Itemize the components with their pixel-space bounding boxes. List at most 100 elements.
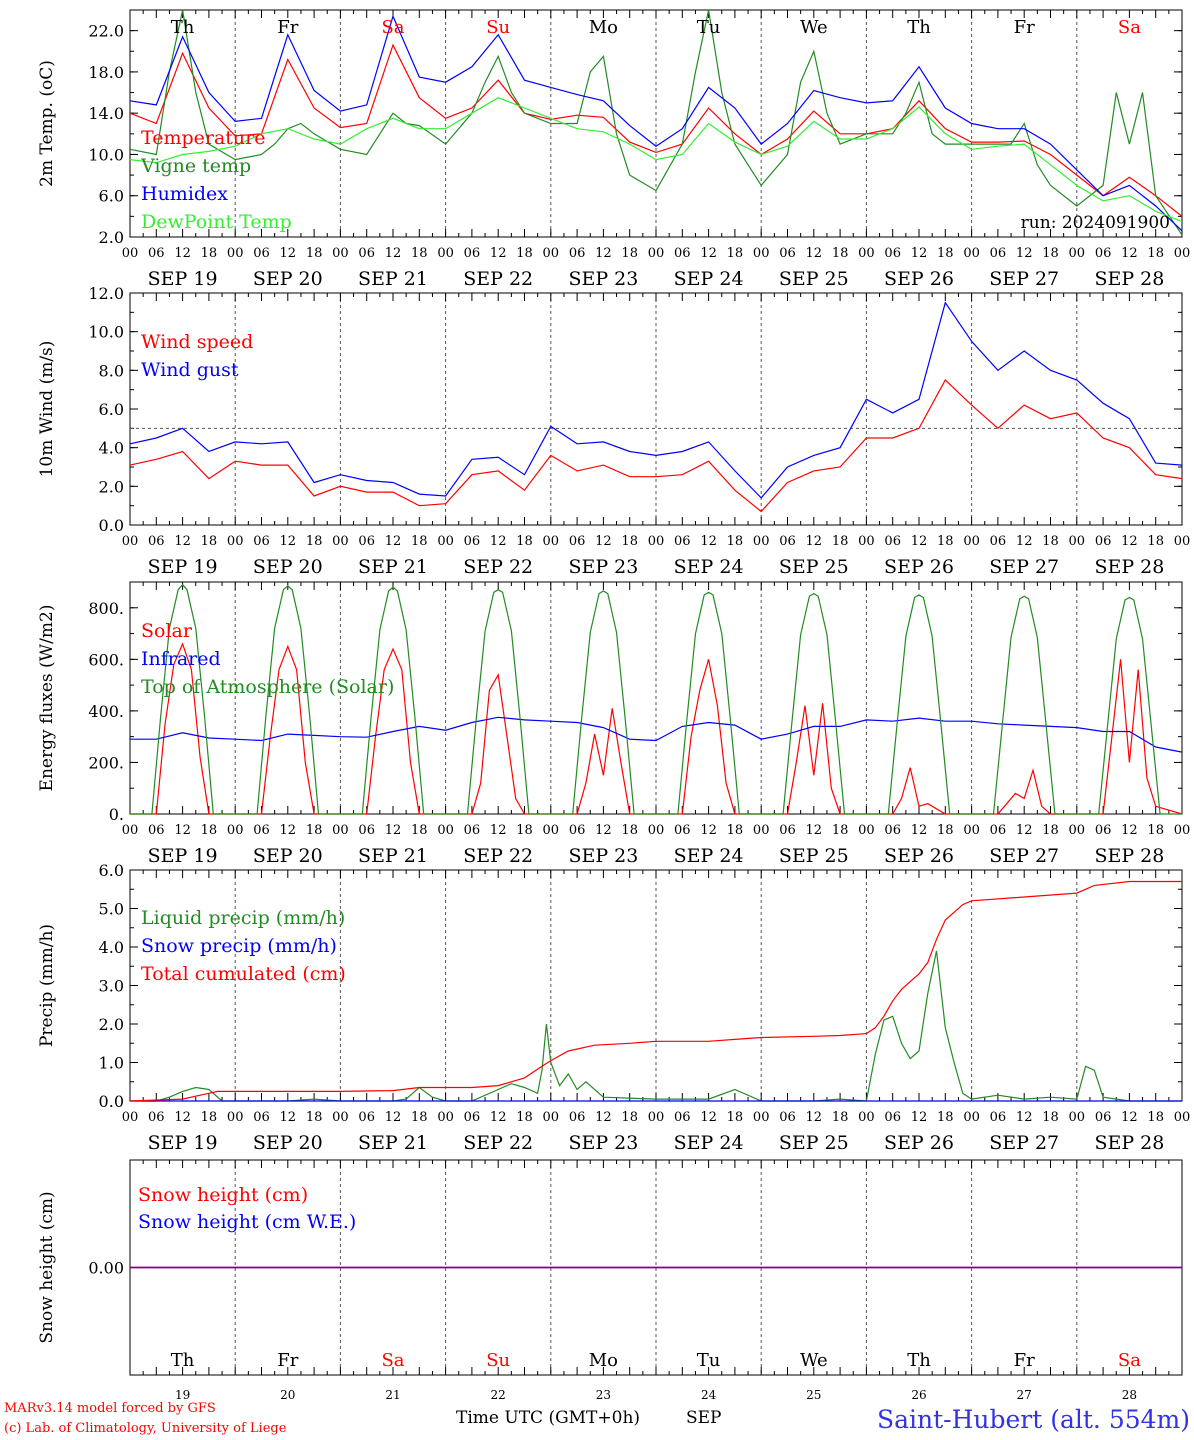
hour-tick-label: 12 [490,1110,507,1125]
day-name: Th [907,17,931,38]
hour-tick-label: 06 [990,1110,1007,1125]
date-label: SEP 23 [568,845,638,867]
hour-tick-label: 00 [227,1110,244,1125]
hour-tick-label: 00 [227,534,244,549]
hour-tick-label: 12 [174,1110,191,1125]
hour-tick-label: 00 [753,534,770,549]
date-label: SEP 26 [884,268,954,290]
hour-tick-label: 12 [700,823,717,838]
hour-tick-label: 12 [490,823,507,838]
day-name: Sa [381,1350,404,1371]
date-label: SEP 19 [148,556,218,578]
hour-tick-label: 00 [648,246,665,261]
date-label: SEP 27 [989,268,1059,290]
hour-tick-label: 18 [1042,246,1059,261]
hour-tick-label: 18 [1042,1110,1059,1125]
date-label: SEP 28 [1094,845,1164,867]
hour-tick-label: 18 [516,534,533,549]
legend-entry: Infrared [141,648,221,670]
hour-tick-label: 00 [332,246,349,261]
date-label: SEP 27 [989,556,1059,578]
date-label: SEP 20 [253,268,323,290]
hour-tick-label: 06 [990,534,1007,549]
hour-tick-label: 00 [543,534,560,549]
hour-tick-label: 06 [779,534,796,549]
date-label: SEP 21 [358,556,428,578]
hour-tick-label: 12 [1016,246,1033,261]
hour-tick-label: 18 [727,534,744,549]
legend-entry: Vigne temp [140,155,251,177]
hour-tick-label: 06 [569,823,586,838]
y-tick-label: 3.0 [99,977,124,996]
date-label: SEP 21 [358,845,428,867]
hour-tick-label: 06 [990,823,1007,838]
hour-tick-label: 06 [148,823,165,838]
day-name: Tu [697,17,721,38]
hour-tick-label: 18 [727,246,744,261]
hour-tick-label: 00 [963,246,980,261]
date-label: SEP 19 [148,1132,218,1154]
hour-tick-label: 00 [437,823,454,838]
hour-tick-label: 00 [858,823,875,838]
grid-layer [129,9,1183,1376]
hour-tick-label: 18 [937,823,954,838]
hour-tick-label: 18 [306,1110,323,1125]
y-axis-label: 10m Wind (m/s) [37,341,57,478]
hour-tick-label: 18 [411,246,428,261]
hour-tick-label: 06 [674,823,691,838]
hour-tick-label: 12 [490,534,507,549]
legend-entry: DewPoint Temp [141,211,292,233]
y-tick-label: 18.0 [88,63,124,82]
hour-tick-label: 12 [174,246,191,261]
y-tick-label: 800. [88,599,124,618]
hour-tick-label: 00 [963,1110,980,1125]
day-number: 22 [491,1388,506,1402]
hour-tick-label: 00 [543,1110,560,1125]
hour-tick-label: 00 [122,823,139,838]
station-name: Saint-Hubert (alt. 554m) [877,1405,1190,1434]
hour-tick-label: 06 [464,1110,481,1125]
day-name: Fr [1014,17,1035,38]
legend-entry: Wind speed [141,331,253,353]
hour-tick-label: 00 [437,246,454,261]
day-name: Su [486,17,510,38]
hour-tick-label: 18 [1147,823,1164,838]
hour-tick-label: 18 [832,534,849,549]
date-label: SEP 20 [253,1132,323,1154]
y-axis-label: Energy fluxes (W/m2) [37,605,57,792]
hour-tick-label: 06 [569,1110,586,1125]
hour-tick-label: 06 [358,823,375,838]
hour-tick-label: 00 [753,246,770,261]
hour-tick-label: 06 [884,823,901,838]
day-number: 25 [806,1388,821,1402]
hour-tick-label: 18 [1042,823,1059,838]
day-number: 26 [911,1388,926,1402]
date-label: SEP 19 [148,845,218,867]
hour-tick-label: 06 [253,534,270,549]
hour-tick-label: 00 [227,246,244,261]
hour-tick-label: 18 [937,534,954,549]
y-tick-label: 200. [88,753,124,772]
hour-tick-label: 06 [148,1110,165,1125]
y-tick-label: 6.0 [99,187,124,206]
day-name: Fr [1014,1350,1035,1371]
hour-tick-label: 06 [148,534,165,549]
hour-tick-label: 00 [963,534,980,549]
date-label: SEP 24 [674,556,744,578]
day-name: Fr [277,1350,298,1371]
date-label: SEP 21 [358,1132,428,1154]
date-label: SEP 26 [884,845,954,867]
hour-tick-label: 06 [1095,246,1112,261]
hour-tick-label: 00 [648,1110,665,1125]
hour-tick-label: 00 [858,1110,875,1125]
hour-tick-label: 00 [963,823,980,838]
hour-tick-label: 18 [621,246,638,261]
hour-tick-label: 00 [332,823,349,838]
hour-tick-label: 12 [806,1110,823,1125]
hour-tick-label: 00 [332,534,349,549]
hour-tick-label: 18 [201,246,218,261]
y-tick-label: 6.0 [99,861,124,880]
hour-tick-label: 00 [122,534,139,549]
date-label: SEP 22 [463,1132,533,1154]
credit-line-2: (c) Lab. of Climatology, University of L… [4,1421,287,1436]
